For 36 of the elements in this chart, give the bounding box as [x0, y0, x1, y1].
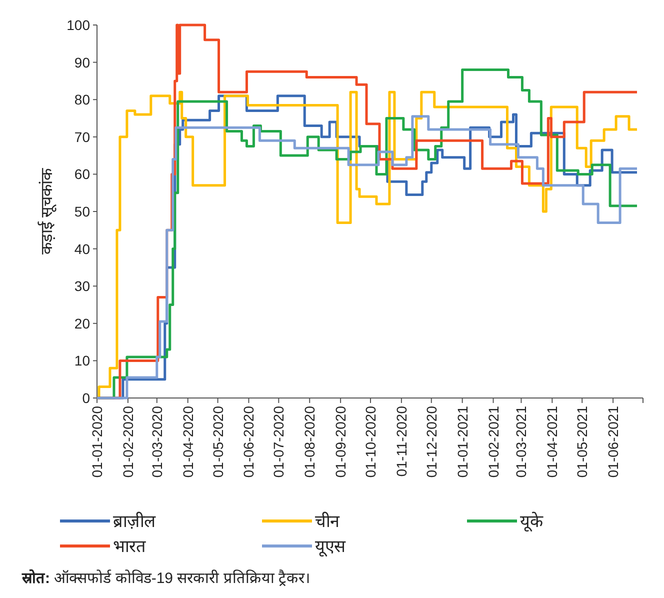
x-tick-label: 01-12-2020	[423, 406, 440, 478]
y-tick-label: 30	[74, 278, 90, 294]
x-tick-label: 01-02-2021	[485, 406, 502, 478]
legend-label: ब्राज़ील	[113, 511, 156, 531]
x-tick-label: 01-03-2020	[148, 406, 165, 478]
y-axis-title: कड़ाई सूचकांक	[37, 167, 57, 255]
legend-label: यूएस	[315, 537, 346, 557]
x-tick-label: 01-02-2020	[120, 406, 136, 478]
y-tick-label: 40	[74, 240, 90, 257]
y-tick-label: 50	[74, 204, 90, 220]
x-tick-label: 01-06-2020	[240, 406, 257, 478]
y-tick-label: 70	[74, 128, 90, 145]
x-tick-label: 01-07-2020	[270, 406, 287, 478]
text: स्रोत: ऑक्सफोर्ड कोविड-19 सरकारी प्रतिक्रिया ट्रैकर।	[21, 569, 311, 587]
legend-label: भारत	[113, 537, 146, 556]
y-tick-label: 20	[74, 315, 90, 332]
legend-label: यूके	[520, 511, 544, 532]
x-tick-label: 01-05-2021	[574, 406, 590, 478]
x-tick-label: 01-09-2020	[332, 406, 349, 478]
y-tick-label: 60	[74, 166, 90, 182]
y-tick-label: 0	[82, 390, 90, 406]
x-tick-label: 01-11-2020	[393, 406, 410, 477]
y-tick-label: 90	[74, 54, 90, 70]
x-tick-label: 01-08-2020	[302, 406, 318, 478]
x-tick-label: 01-05-2020	[210, 406, 226, 478]
y-tick-label: 100	[66, 17, 90, 33]
y-tick-label: 80	[74, 92, 90, 108]
x-tick-label: 01-03-2021	[513, 406, 530, 478]
y-tick-label: 10	[74, 352, 90, 369]
x-tick-label: 01-04-2021	[544, 406, 560, 478]
x-tick-label: 01-04-2020	[180, 406, 196, 478]
x-tick-label: 01-01-2021	[454, 406, 470, 478]
x-tick-label: 01-10-2020	[362, 406, 378, 478]
x-tick-label: 01-01-2020	[89, 406, 105, 478]
x-tick-label: 01-06-2021	[605, 406, 622, 478]
legend-label: चीन	[315, 511, 340, 531]
